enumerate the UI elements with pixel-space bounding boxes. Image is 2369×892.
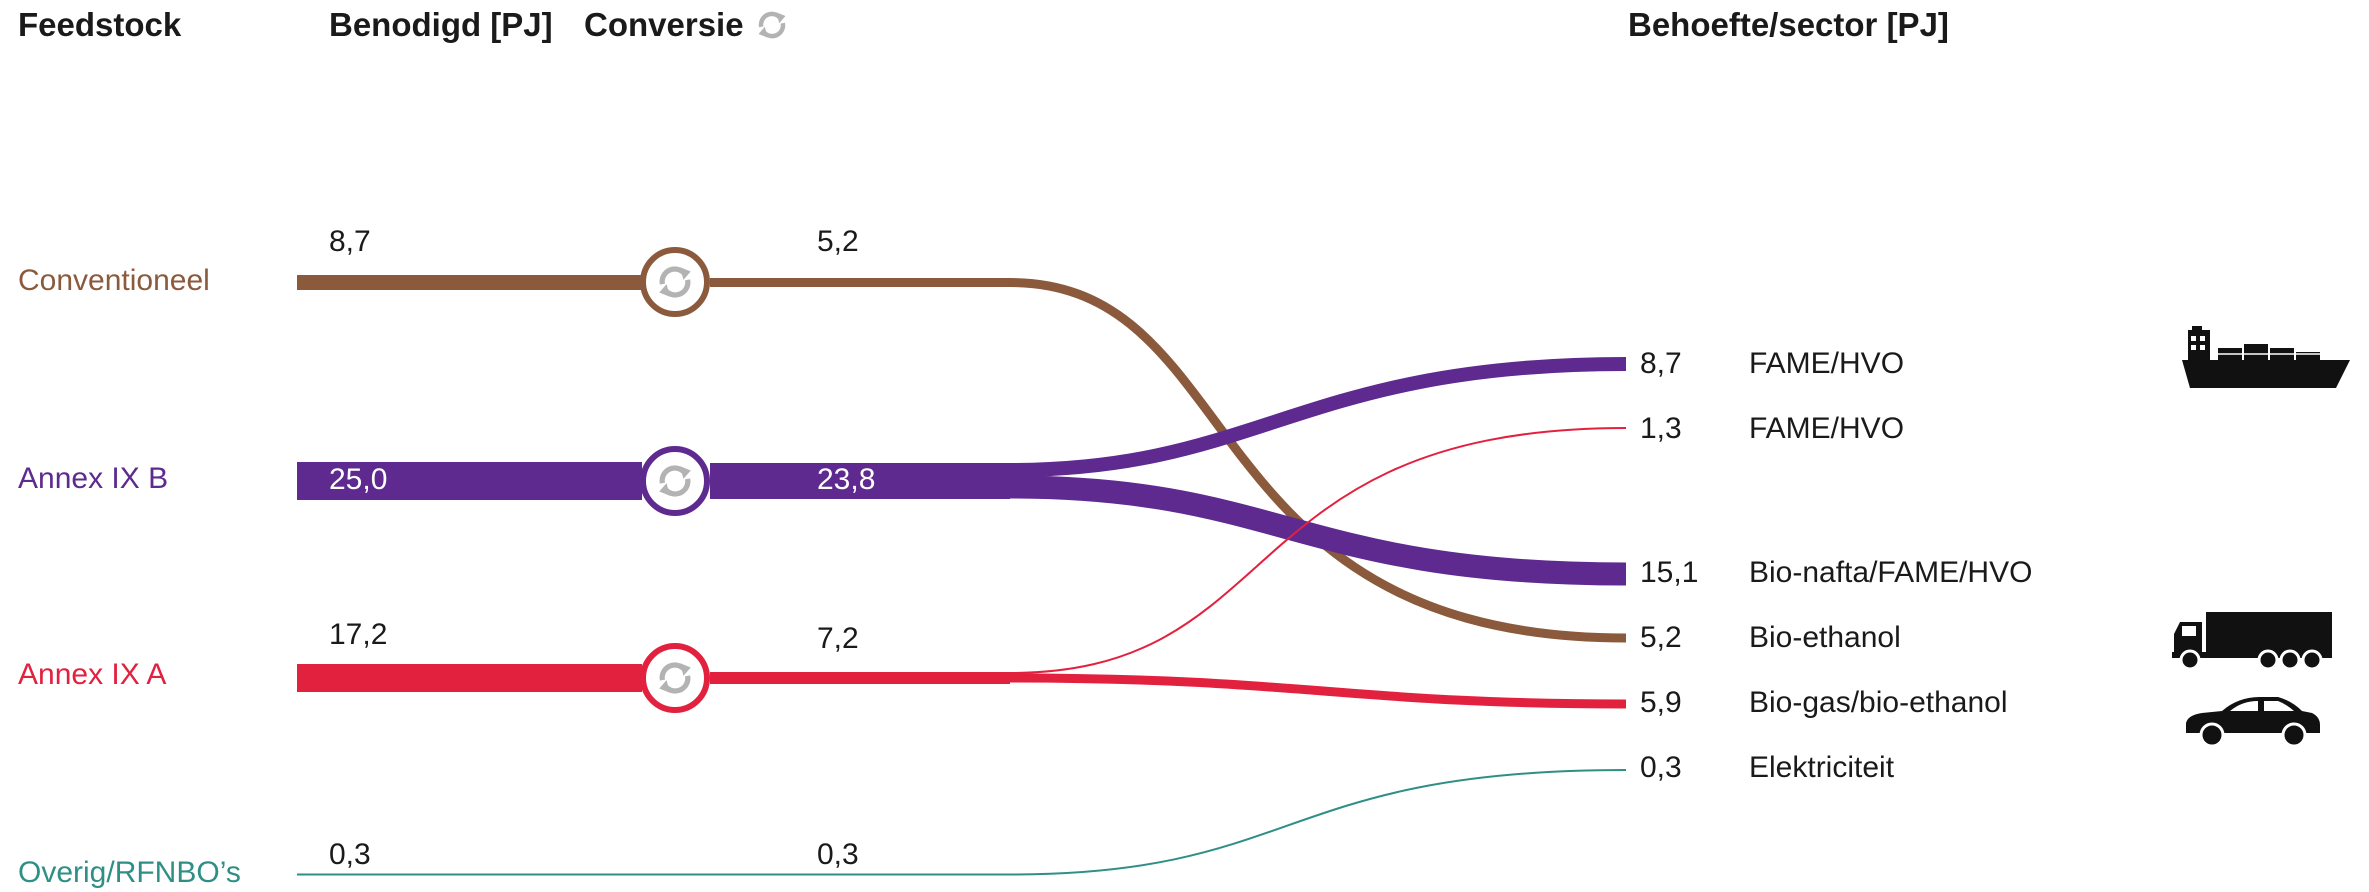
flow-conventioneel-to-bio-ethanol [1009,278,1627,643]
conversie-value-conventioneel: 5,2 [817,225,859,258]
feedstock-label-conventioneel: Conventioneel [18,264,210,297]
benodigd-value-overig: 0,3 [329,838,371,871]
flow-conventioneel-benodigd [297,275,642,290]
output-label: FAME/HVO [1749,347,1905,380]
flow-annex-a-benodigd [297,664,642,692]
flow-overig-to-elektriciteit [1009,769,1627,876]
flow-annex-a-to-fame-hvo [1009,427,1627,674]
header-conversie-label: Conversie [584,6,744,43]
output-value: 5,2 [1640,621,1682,654]
header-behoefte: Behoefte/sector [PJ] [1628,6,1949,43]
header-conversie: Conversie [584,6,790,44]
output-label: Bio-nafta/FAME/HVO [1749,556,2033,589]
output-value: 8,7 [1640,347,1682,380]
output-label: Bio-ethanol [1749,621,1901,654]
conversion-node-annex-b [640,446,710,516]
output-value: 5,9 [1640,686,1682,719]
output-label: FAME/HVO [1749,412,1905,445]
feedstock-label-annex-a: Annex IX A [18,658,167,691]
flow-annex-b-to-fame-hvo [1009,357,1627,477]
benodigd-value-annex-a: 17,2 [329,618,388,651]
cycle-icon [659,662,691,694]
conversie-value-annex-a: 7,2 [817,622,859,655]
flow-annex-a-conversie [710,672,1010,684]
header-benodigd: Benodigd [PJ] [329,6,553,43]
flow-annex-a-to-bio-gas [1009,673,1627,709]
benodigd-value-conventioneel: 8,7 [329,225,371,258]
conversie-value-annex-b: 23,8 [817,463,876,496]
output-value: 0,3 [1640,751,1682,784]
ship-icon [2182,326,2350,388]
cycle-icon [758,11,786,39]
flow-conventioneel-conversie [710,278,1010,287]
conversion-node-annex-a [640,643,710,713]
benodigd-value-annex-b: 25,0 [329,463,388,496]
output-value: 15,1 [1640,556,1699,589]
cycle-icon [659,266,691,298]
feedstock-label-overig: Overig/RFNBO’s [18,856,241,889]
header-feedstock: Feedstock [18,6,182,43]
truck-icon [2172,612,2332,671]
car-icon [2186,697,2320,748]
cycle-icon [659,465,691,497]
output-label: Bio-gas/bio-ethanol [1749,686,2008,719]
conversie-value-overig: 0,3 [817,838,859,871]
flow-annex-b-benodigd [297,462,642,500]
feedstock-label-annex-b: Annex IX B [18,462,169,495]
flow-overig-benodigd [297,873,1010,876]
flow-annex-b-conversie [710,463,1010,499]
output-label: Elektriciteit [1749,751,1895,784]
output-value: 1,3 [1640,412,1682,445]
flow-annex-b-to-bio-nafta [1009,475,1627,586]
conversion-node-conventioneel [640,247,710,317]
